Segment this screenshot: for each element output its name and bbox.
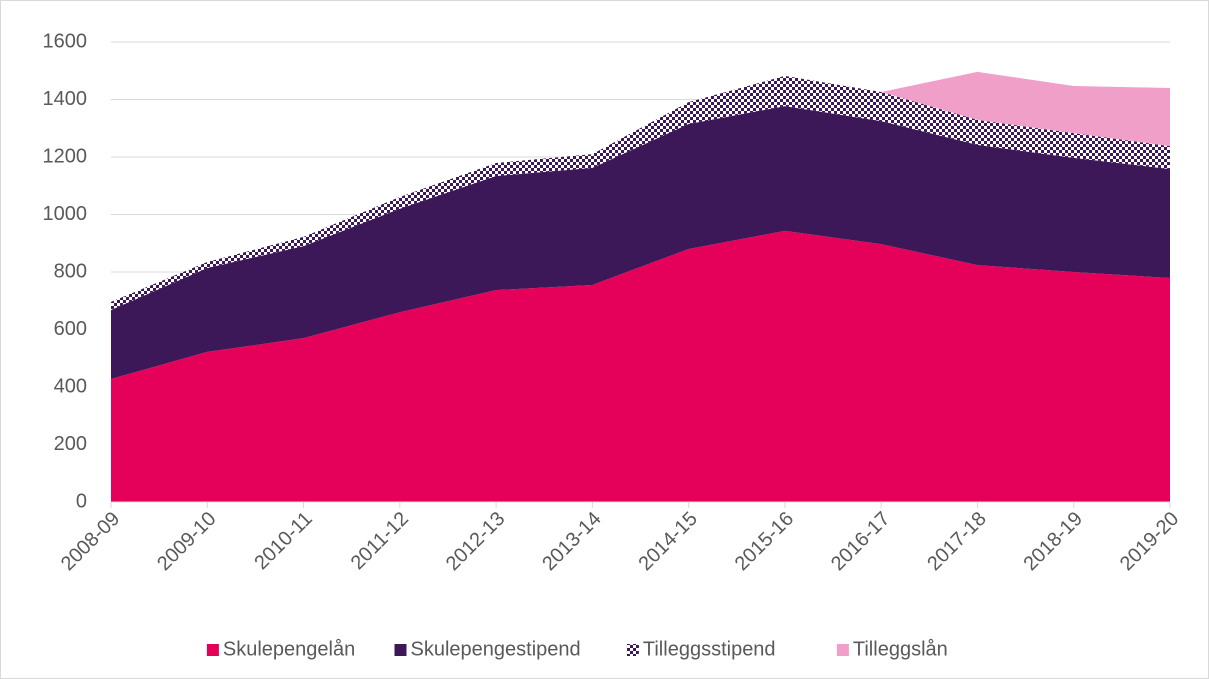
legend-label: Tilleggsstipend [643,638,776,660]
y-tick-label: 400 [54,375,87,397]
legend-swatch [206,644,219,656]
legend-swatch [626,644,639,656]
legend-swatch [836,644,849,656]
area [111,71,1170,302]
y-tick-label: 1600 [43,30,88,52]
legend-label: Skulepengestipend [411,638,581,660]
x-tick-label: 2016-17 [827,508,894,575]
x-tick-label: 2010-11 [250,508,316,574]
x-tick-label: 2013-14 [538,508,605,575]
x-tick-label: 2018-19 [1020,508,1087,575]
y-tick-label: 200 [54,433,87,455]
y-tick-label: 600 [54,318,87,340]
legend-swatch [394,644,407,656]
x-tick-label: 2014-15 [634,508,701,575]
area [111,106,1170,379]
y-tick-label: 800 [54,260,87,282]
legend-label: Skulepengelån [223,638,355,660]
y-tick-label: 1200 [43,145,88,167]
x-tick-label: 2012-13 [442,508,509,575]
y-tick-label: 1000 [43,203,88,225]
x-tick-label: 2011-12 [347,508,413,574]
x-tick-label: 2015-16 [731,508,798,575]
area [111,230,1170,502]
x-tick-label: 2008-09 [57,508,124,575]
legend-label: Tilleggslån [853,638,948,660]
x-tick-label: 2017-18 [923,508,990,575]
x-tick-label: 2019-20 [1116,508,1183,575]
x-tick-label: 2009-10 [153,508,220,575]
y-tick-label: 0 [76,490,87,512]
y-tick-label: 1400 [43,88,88,110]
